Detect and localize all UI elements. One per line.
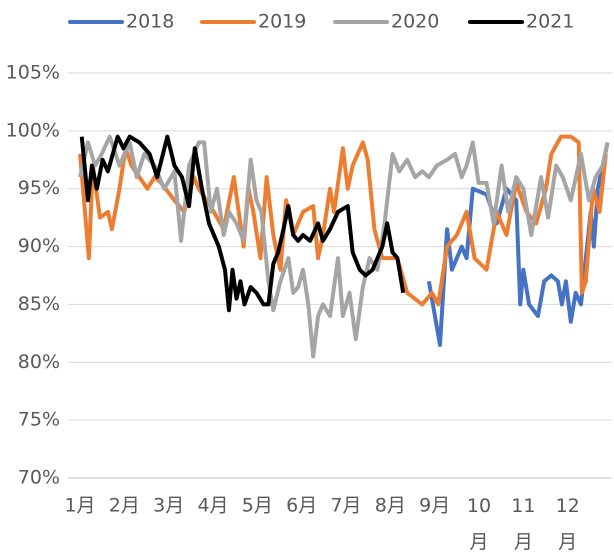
y-tick-label: 85% bbox=[18, 293, 60, 315]
y-tick-label: 95% bbox=[18, 177, 60, 199]
legend-label: 2020 bbox=[391, 11, 439, 33]
y-tick-label: 105% bbox=[6, 62, 60, 84]
x-tick-label: 12 月 bbox=[556, 495, 580, 553]
x-tick-label: 7月 bbox=[330, 495, 361, 517]
y-tick-label: 90% bbox=[18, 235, 60, 257]
x-tick-label: 9月 bbox=[419, 495, 450, 517]
x-tick-label: 10 月 bbox=[467, 495, 491, 553]
y-tick-label: 80% bbox=[18, 351, 60, 373]
legend-label: 2019 bbox=[258, 11, 306, 33]
x-tick-label: 5月 bbox=[242, 495, 273, 517]
legend-label: 2018 bbox=[126, 11, 174, 33]
y-tick-label: 100% bbox=[6, 119, 60, 141]
x-tick-label: 6月 bbox=[286, 495, 317, 517]
x-tick-label: 11 月 bbox=[511, 495, 535, 553]
x-tick-label: 1月 bbox=[64, 495, 95, 517]
y-tick-label: 70% bbox=[18, 467, 60, 489]
line-series bbox=[78, 134, 610, 359]
x-tick-label: 8月 bbox=[375, 495, 406, 517]
y-tick-label: 75% bbox=[18, 409, 60, 431]
x-tick-label: 3月 bbox=[153, 495, 184, 517]
x-tick-label: 2月 bbox=[109, 495, 140, 517]
x-tick-label: 4月 bbox=[197, 495, 228, 517]
line-series bbox=[79, 134, 406, 313]
legend-label: 2021 bbox=[526, 11, 574, 33]
